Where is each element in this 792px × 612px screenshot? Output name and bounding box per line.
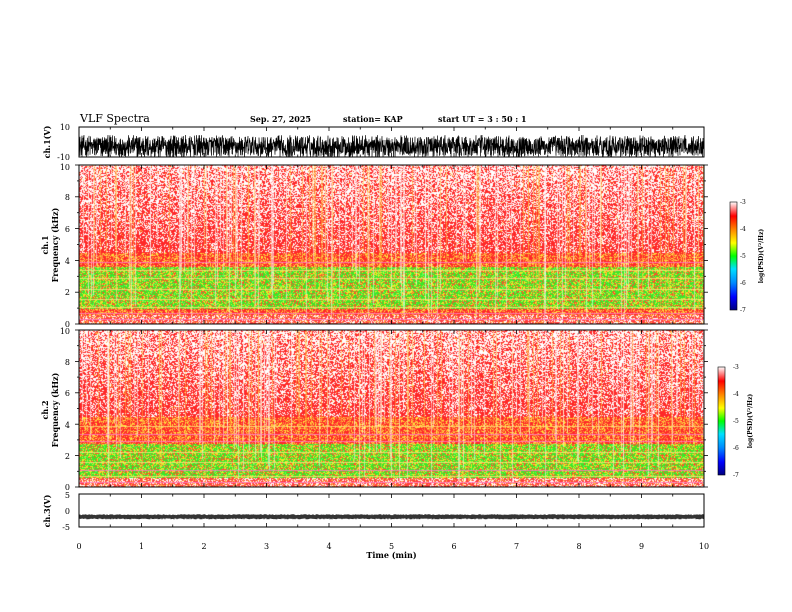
ch1-freq-tick-6: 6 (65, 225, 70, 234)
ch1-colorbar-gradient (729, 201, 738, 311)
time-tick-6: 6 (451, 542, 456, 551)
ch3-ytick-0: 0 (65, 507, 70, 516)
time-tick-8: 8 (576, 542, 581, 551)
ch2-spectrogram-panel: 0 2 4 6 8 10 ch.2 Frequency (kHz) (40, 327, 705, 492)
ch2-colorbar: -3 -4 -5 -6 -7 log(PSD)(V²/Hz) (717, 364, 754, 479)
time-axis-tick-labels: 0 1 2 3 4 5 6 7 8 9 10 (76, 542, 709, 551)
ch1-spectrogram-ylabel-frequency: Frequency (kHz) (50, 207, 60, 282)
ch1-freq-tick-0: 0 (65, 320, 70, 329)
ch1-cbar-tick-m6: -6 (740, 280, 746, 287)
time-tick-1: 1 (139, 542, 144, 551)
ch2-colorbar-label: log(PSD)(V²/Hz) (747, 394, 754, 449)
ch1-colorbar-label: log(PSD)(V²/Hz) (758, 229, 765, 284)
ch1-cbar-tick-m3: -3 (740, 199, 746, 206)
ch2-freq-tick-6: 6 (65, 389, 70, 398)
time-tick-9: 9 (639, 542, 644, 551)
ch2-cbar-tick-m7: -7 (733, 472, 739, 479)
ch1-spectrogram-raster (79, 165, 704, 324)
ch2-freq-tick-4: 4 (65, 421, 70, 430)
ch2-colorbar-gradient (717, 366, 726, 476)
ch1-cbar-tick-m5: -5 (740, 253, 746, 260)
figure-title: VLF Spectra (79, 112, 150, 125)
time-tick-4: 4 (326, 542, 331, 551)
ch1-cbar-tick-m7: -7 (740, 307, 746, 314)
ch3-ytick-minus5: -5 (62, 523, 70, 532)
ch2-freq-tick-8: 8 (65, 358, 70, 367)
time-tick-2: 2 (201, 542, 206, 551)
ch2-freq-tick-2: 2 (65, 452, 70, 461)
time-tick-7: 7 (514, 542, 519, 551)
ch2-cbar-tick-m6: -6 (733, 445, 739, 452)
ch1-ytick-minus10: -10 (57, 153, 70, 162)
ch1-waveform-ylabel: ch.1(V) (42, 125, 52, 158)
ch2-cbar-tick-m3: -3 (733, 364, 739, 371)
ch3-ytick-5: 5 (65, 491, 70, 500)
time-tick-0: 0 (76, 542, 81, 551)
ch1-spectrogram-panel: 0 2 4 6 8 10 ch.1 Frequency (kHz) (40, 163, 705, 329)
station-label: station= KAP (343, 114, 403, 124)
ch2-cbar-tick-m4: -4 (733, 391, 739, 398)
date-label: Sep. 27, 2025 (250, 114, 311, 124)
ch2-spectrogram-ylabel-frequency: Frequency (kHz) (50, 372, 60, 447)
ch2-spectrogram-image (79, 330, 704, 487)
time-tick-3: 3 (264, 542, 269, 551)
ch2-cbar-tick-m5: -5 (733, 418, 739, 425)
time-tick-5: 5 (389, 542, 394, 551)
time-axis-label: Time (min) (366, 550, 416, 560)
ch2-spectrogram-raster (79, 330, 704, 487)
ch2-spectrogram-ylabel-channel: ch.2 (40, 400, 50, 419)
ch1-ytick-10: 10 (60, 123, 70, 132)
ch1-freq-tick-2: 2 (65, 288, 70, 297)
time-tick-10: 10 (699, 542, 709, 551)
start-ut-label: start UT = 3 : 50 : 1 (438, 114, 527, 124)
ch1-freq-tick-8: 8 (65, 193, 70, 202)
ch1-freq-tick-4: 4 (65, 257, 70, 266)
ch1-spectrogram-image (79, 165, 704, 324)
ch3-waveform-ylabel: ch.3(V) (42, 494, 52, 527)
ch1-cbar-tick-m4: -4 (740, 226, 746, 233)
ch3-waveform-background (79, 494, 704, 527)
ch1-spectrogram-ylabel-channel: ch.1 (40, 235, 50, 254)
ch1-freq-tick-10: 10 (60, 163, 70, 172)
ch2-freq-tick-10: 10 (60, 327, 70, 336)
ch1-colorbar: -3 -4 -5 -6 -7 log(PSD)(V²/Hz) (729, 199, 765, 314)
axis-tick-marks (75, 127, 708, 527)
ch1-waveform-trace (78, 134, 705, 158)
ch3-waveform-panel: 5 0 -5 ch.3(V) (42, 491, 705, 532)
ch2-freq-tick-0: 0 (65, 483, 70, 492)
